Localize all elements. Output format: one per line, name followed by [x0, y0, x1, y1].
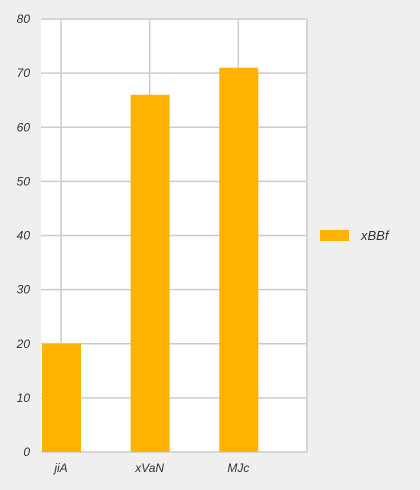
bar-jiA[interactable] — [42, 343, 81, 452]
y-tick-label: 60 — [17, 120, 31, 134]
y-tick-label: 20 — [16, 337, 31, 351]
x-axis-ticks: jiA xVaN MJc — [52, 461, 249, 475]
x-tick-label: xVaN — [134, 461, 164, 475]
y-tick-label: 40 — [17, 229, 31, 243]
y-axis-ticks: 0 10 20 30 40 50 60 70 80 — [16, 12, 31, 459]
bar-MJc[interactable] — [219, 67, 259, 453]
y-tick-label: 80 — [17, 12, 31, 26]
x-tick-label: jiA — [52, 461, 67, 475]
x-tick-label: MJc — [227, 461, 249, 475]
bars — [42, 67, 259, 453]
legend-label[interactable]: xBBf — [360, 228, 390, 243]
y-tick-label: 10 — [17, 391, 31, 405]
y-tick-label: 0 — [23, 445, 30, 459]
y-tick-label: 70 — [17, 66, 31, 80]
bar-xVaN[interactable] — [130, 94, 170, 453]
y-tick-label: 30 — [17, 283, 31, 297]
y-tick-label: 50 — [17, 174, 31, 188]
legend-swatch — [320, 230, 349, 241]
legend[interactable]: xBBf — [320, 228, 390, 243]
